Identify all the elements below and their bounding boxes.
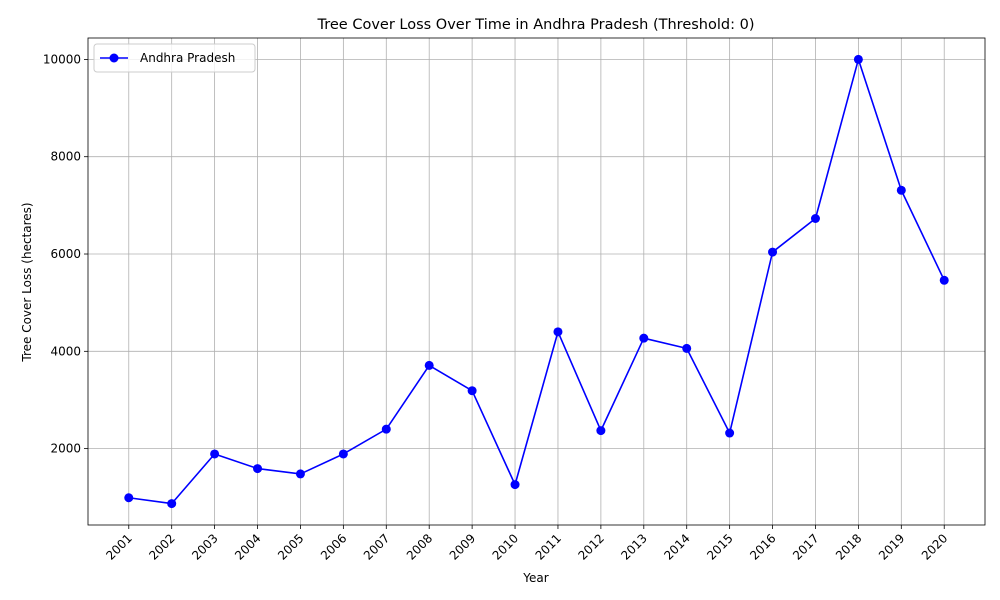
data-point [167,499,177,509]
data-point [725,428,735,438]
y-tick-label: 8000 [50,150,81,164]
data-point [381,424,391,434]
data-point [896,185,906,195]
data-point [510,480,520,490]
series [124,54,949,509]
legend-marker-swatch [109,53,119,63]
y-tick-label: 4000 [50,344,81,358]
y-tick-label: 2000 [50,442,81,456]
x-axis-label: Year [522,571,548,585]
legend-label: Andhra Pradesh [140,51,235,65]
data-point [253,464,263,474]
data-point [768,247,778,257]
series-line [128,58,945,505]
data-point [424,360,434,370]
axes-frame [87,37,986,526]
data-point [124,493,134,503]
data-point [853,54,863,64]
legend-box [93,43,256,73]
grid [88,38,985,525]
data-point [295,469,305,479]
data-point [810,213,820,223]
data-point [596,426,606,436]
y-tick-label: 10000 [43,52,81,66]
data-point [467,386,477,396]
data-point [553,327,563,337]
legend: Andhra Pradesh [93,43,256,73]
data-point [210,449,220,459]
data-point [639,333,649,343]
data-point [939,275,949,285]
chart-title: Tree Cover Loss Over Time in Andhra Prad… [317,17,755,33]
data-point [682,343,692,353]
y-tick-label: 6000 [50,247,81,261]
y-axis-label: Tree Cover Loss (hectares) [20,202,34,362]
data-point [338,449,348,459]
